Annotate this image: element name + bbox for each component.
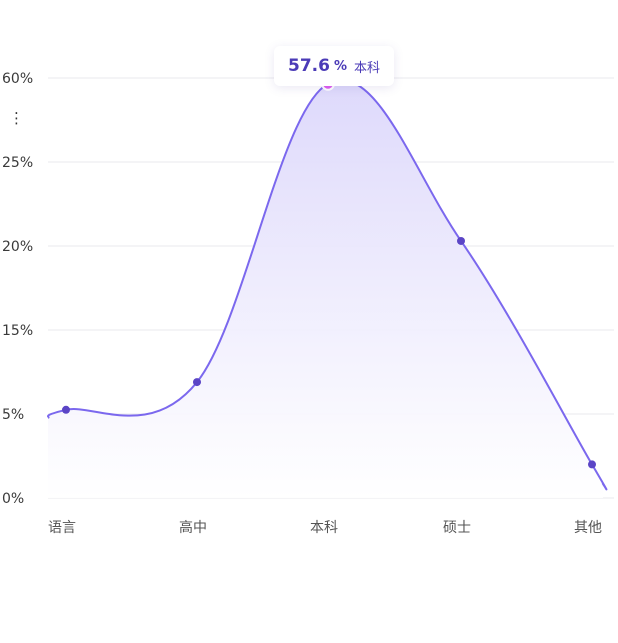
data-tooltip: 57.6 % 本科 (274, 46, 394, 86)
tooltip-category-label: 本科 (353, 60, 380, 76)
y-tick-label: 25% (2, 155, 33, 171)
area-fill (47, 80, 607, 499)
x-tick-label: 语言 (48, 520, 76, 536)
x-axis-ticks: 语言 高中 本科 硕士 其他 (48, 519, 602, 536)
y-tick-label: 20% (2, 239, 33, 255)
tooltip-unit: % (333, 58, 347, 74)
y-axis-break-symbol: ⋮ (9, 109, 24, 127)
data-point[interactable] (62, 405, 70, 414)
y-axis-ticks: 60% 25% 20% 15% 5% 0% (2, 71, 33, 507)
x-tick-label: 高中 (179, 519, 207, 536)
tooltip-value: 57.6 (288, 56, 330, 76)
series-area (47, 80, 607, 499)
y-tick-label: 5% (2, 407, 24, 423)
data-point[interactable] (193, 378, 201, 387)
data-point[interactable] (457, 236, 465, 245)
y-tick-label: 0% (2, 491, 24, 507)
x-tick-label: 其他 (574, 520, 602, 536)
y-tick-label: 15% (2, 323, 33, 339)
data-point[interactable] (588, 460, 596, 469)
x-tick-label: 硕士 (443, 520, 471, 536)
x-tick-label: 本科 (310, 520, 338, 536)
y-tick-label: 60% (2, 71, 33, 87)
